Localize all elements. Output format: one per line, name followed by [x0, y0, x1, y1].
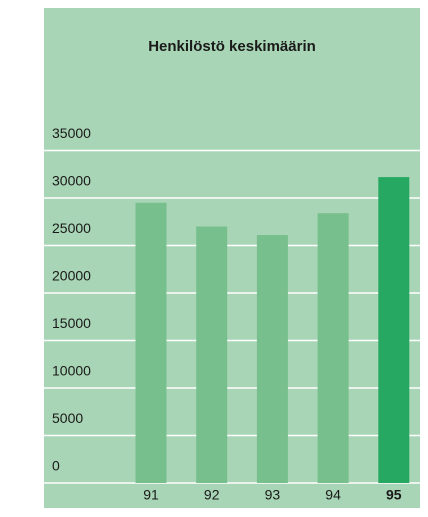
bar [317, 213, 349, 483]
y-tick-label: 20000 [52, 268, 91, 284]
bar [135, 202, 167, 483]
bar [378, 177, 410, 483]
chart-title: Henkilöstö keskimäärin [148, 38, 316, 55]
x-tick-label: 91 [143, 487, 159, 503]
x-tick-label: 93 [265, 487, 281, 503]
y-tick-label: 0 [52, 458, 60, 474]
x-tick-label: 95 [386, 487, 402, 503]
y-tick-label: 30000 [52, 173, 91, 189]
y-tick-label: 15000 [52, 315, 91, 331]
chart-panel [44, 8, 420, 508]
y-tick-label: 25000 [52, 220, 91, 236]
bar [256, 235, 288, 483]
bar [196, 226, 228, 483]
x-tick-label: 94 [325, 487, 341, 503]
y-tick-label: 5000 [52, 410, 83, 426]
x-tick-label: 92 [204, 487, 220, 503]
y-tick-label: 10000 [52, 363, 91, 379]
y-tick-label: 35000 [52, 125, 91, 141]
